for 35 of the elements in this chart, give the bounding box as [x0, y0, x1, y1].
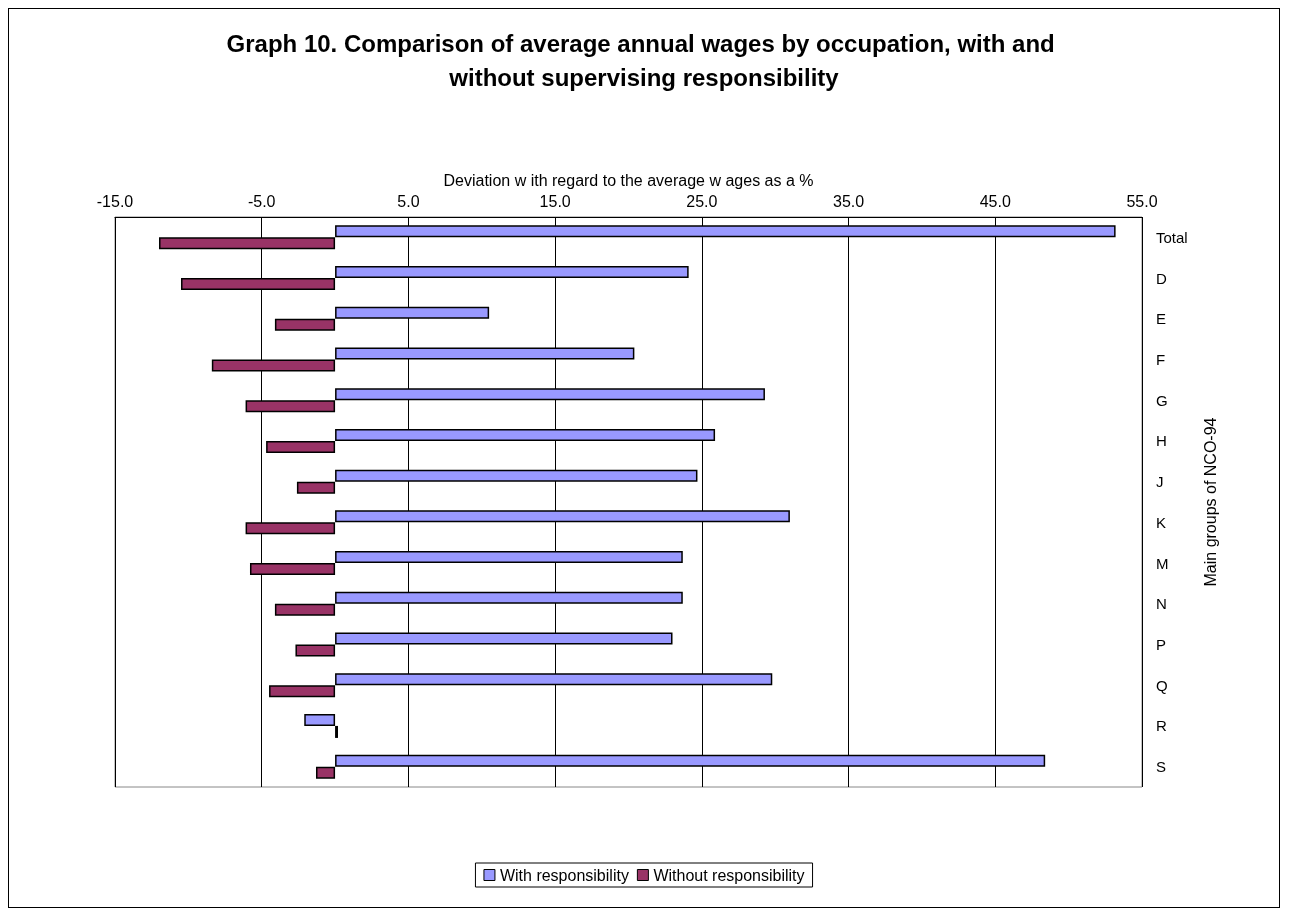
y-tick-label: J — [1156, 473, 1164, 491]
y-axis-title: Main groups of NCO-94 — [1201, 417, 1219, 587]
x-tick-label: 35.0 — [833, 192, 865, 210]
y-tick-label: K — [1156, 513, 1167, 531]
y-tick-label: Total — [1156, 228, 1188, 246]
y-tick-label: Q — [1156, 676, 1168, 694]
x-tick-label: -5.0 — [247, 192, 276, 210]
x-tick-label: 55.0 — [1126, 192, 1158, 210]
bar — [266, 440, 336, 453]
x-tick-label: 25.0 — [686, 192, 718, 210]
y-tick-label: H — [1156, 432, 1167, 450]
legend-label: With responsibility — [499, 866, 629, 884]
bar — [296, 481, 336, 494]
chart-title: Graph 10. Comparison of average annual wages by occupation, with and without supervising responsibility — [226, 29, 1062, 91]
x-tick-label: 15.0 — [539, 192, 571, 210]
bar — [274, 603, 336, 616]
y-tick-label: N — [1156, 595, 1167, 613]
bar — [304, 713, 336, 726]
bar — [316, 766, 336, 779]
y-tick-label: E — [1156, 310, 1167, 328]
x-axis-title: Deviation w ith regard to the average w ages as a % — [443, 171, 814, 189]
bar — [269, 685, 336, 698]
legend-label: Without responsibility — [653, 866, 805, 884]
bar — [274, 318, 336, 331]
bar — [295, 644, 336, 657]
x-tick-label: 5.0 — [397, 192, 420, 210]
y-tick-label: F — [1156, 351, 1166, 368]
y-tick-label: S — [1156, 758, 1167, 776]
y-tick-label: M — [1156, 554, 1169, 572]
y-tick-label: P — [1156, 636, 1167, 653]
y-tick-label: R — [1156, 717, 1167, 735]
y-tick-label: D — [1156, 269, 1167, 287]
x-tick-label: -15.0 — [96, 192, 134, 210]
x-tick-label: 45.0 — [979, 192, 1011, 210]
y-tick-label: G — [1156, 391, 1168, 409]
